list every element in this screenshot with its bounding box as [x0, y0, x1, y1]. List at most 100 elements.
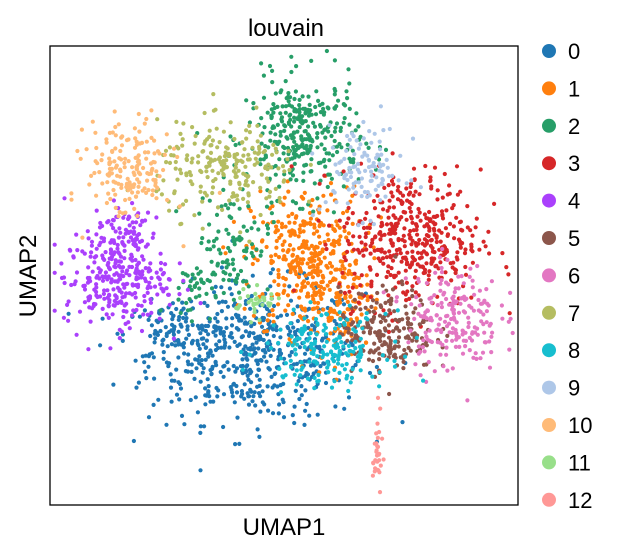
point-cluster-2: [237, 206, 242, 211]
point-cluster-10: [132, 206, 137, 211]
point-cluster-3: [345, 249, 350, 254]
point-cluster-0: [353, 362, 358, 368]
point-cluster-6: [446, 282, 451, 287]
point-cluster-3: [381, 207, 386, 212]
point-cluster-3: [414, 227, 419, 232]
point-cluster-9: [355, 167, 360, 172]
point-cluster-8: [320, 350, 325, 355]
point-cluster-7: [188, 179, 193, 184]
legend-item-0: 0: [542, 39, 580, 64]
point-cluster-8: [377, 370, 382, 375]
point-cluster-7: [178, 131, 183, 136]
point-cluster-8: [299, 360, 304, 365]
point-cluster-6: [470, 285, 475, 290]
point-cluster-10: [109, 166, 114, 171]
point-cluster-2: [265, 287, 270, 292]
point-cluster-1: [335, 223, 340, 228]
point-cluster-9: [351, 164, 356, 170]
point-cluster-6: [487, 339, 492, 344]
point-cluster-3: [417, 237, 422, 243]
point-cluster-7: [231, 169, 236, 174]
point-cluster-4: [125, 268, 130, 273]
point-cluster-4: [150, 235, 155, 240]
point-cluster-1: [290, 228, 295, 233]
point-cluster-7: [161, 178, 166, 183]
point-cluster-2: [303, 119, 308, 124]
point-cluster-2: [299, 134, 304, 139]
point-cluster-0: [198, 468, 203, 473]
point-cluster-2: [333, 125, 338, 130]
point-cluster-3: [422, 212, 427, 217]
point-cluster-6: [436, 322, 441, 327]
point-cluster-0: [183, 319, 188, 324]
point-cluster-0: [216, 300, 222, 305]
point-cluster-1: [336, 294, 341, 299]
point-cluster-4: [100, 253, 105, 258]
point-cluster-8: [414, 335, 419, 340]
point-cluster-2: [319, 142, 324, 147]
point-cluster-2: [200, 236, 205, 241]
point-cluster-2: [178, 310, 183, 316]
point-cluster-1: [317, 289, 322, 295]
point-cluster-3: [350, 285, 355, 290]
point-cluster-0: [286, 326, 291, 331]
point-cluster-1: [299, 244, 304, 249]
point-cluster-7: [263, 165, 268, 171]
point-cluster-5: [383, 318, 388, 323]
point-cluster-2: [294, 64, 299, 69]
point-cluster-2: [300, 206, 305, 211]
point-cluster-2: [234, 237, 239, 242]
point-cluster-1: [300, 250, 305, 255]
point-cluster-8: [363, 316, 369, 321]
point-cluster-1: [354, 284, 359, 290]
point-cluster-2: [321, 106, 326, 111]
point-cluster-3: [344, 221, 349, 226]
point-cluster-7: [286, 149, 291, 154]
point-cluster-0: [243, 329, 248, 334]
point-cluster-2: [315, 131, 320, 136]
point-cluster-4: [133, 270, 138, 275]
point-cluster-9: [355, 161, 361, 166]
point-cluster-5: [391, 329, 396, 334]
series-cluster-11: [234, 283, 281, 325]
point-cluster-5: [365, 320, 370, 325]
point-cluster-2: [315, 196, 320, 201]
point-cluster-6: [478, 309, 483, 314]
point-cluster-10: [69, 191, 74, 196]
point-cluster-7: [255, 160, 260, 165]
point-cluster-0: [66, 311, 71, 316]
point-cluster-2: [264, 204, 270, 209]
point-cluster-2: [327, 172, 332, 177]
point-cluster-9: [344, 148, 349, 153]
point-cluster-11: [255, 301, 260, 306]
point-cluster-0: [250, 342, 255, 347]
point-cluster-10: [161, 167, 166, 173]
point-cluster-5: [393, 254, 398, 259]
point-cluster-7: [167, 160, 173, 165]
point-cluster-12: [375, 444, 381, 449]
point-cluster-1: [333, 267, 338, 272]
point-cluster-0: [310, 323, 315, 328]
point-cluster-7: [233, 165, 238, 170]
point-cluster-8: [319, 313, 324, 318]
point-cluster-6: [453, 344, 458, 349]
point-cluster-7: [217, 140, 222, 145]
point-cluster-0: [240, 334, 245, 339]
point-cluster-5: [371, 350, 376, 355]
point-cluster-6: [480, 301, 485, 306]
point-cluster-9: [359, 176, 364, 181]
point-cluster-2: [259, 141, 264, 146]
point-cluster-2: [224, 227, 229, 232]
point-cluster-3: [384, 222, 390, 227]
point-cluster-7: [184, 198, 189, 203]
point-cluster-0: [258, 409, 263, 414]
point-cluster-8: [290, 343, 295, 348]
point-cluster-0: [137, 314, 142, 319]
point-cluster-1: [306, 319, 311, 324]
point-cluster-0: [260, 315, 265, 321]
point-cluster-3: [324, 246, 329, 252]
point-cluster-5: [405, 316, 410, 321]
point-cluster-7: [215, 205, 221, 210]
point-cluster-0: [229, 323, 235, 328]
point-cluster-5: [405, 320, 411, 325]
